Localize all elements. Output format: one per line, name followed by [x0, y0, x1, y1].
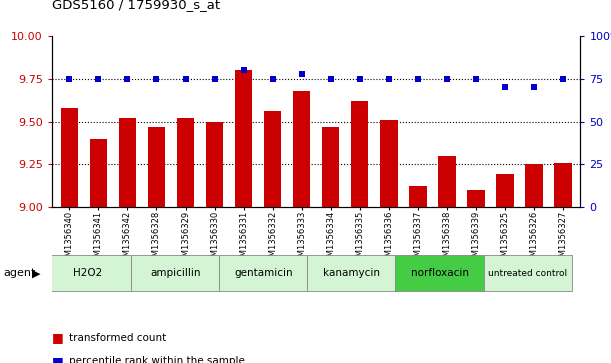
Bar: [438, 156, 456, 207]
Point: [152, 76, 161, 82]
Point: [93, 76, 103, 82]
Bar: [409, 187, 426, 207]
Bar: [496, 175, 514, 207]
Text: GDS5160 / 1759930_s_at: GDS5160 / 1759930_s_at: [52, 0, 220, 11]
Bar: [525, 164, 543, 207]
Point: [529, 85, 539, 90]
Point: [442, 76, 452, 82]
Bar: [351, 101, 368, 207]
Bar: [177, 118, 194, 207]
Text: ■: ■: [52, 355, 64, 363]
Bar: [293, 91, 310, 207]
Text: transformed count: transformed count: [69, 333, 166, 343]
Point: [413, 76, 423, 82]
Text: norfloxacin: norfloxacin: [411, 268, 469, 278]
Bar: [264, 111, 281, 207]
Text: percentile rank within the sample: percentile rank within the sample: [69, 356, 245, 363]
Text: untreated control: untreated control: [488, 269, 567, 278]
Bar: [90, 139, 107, 207]
Point: [297, 71, 307, 77]
Point: [268, 76, 277, 82]
Text: kanamycin: kanamycin: [323, 268, 380, 278]
Point: [210, 76, 219, 82]
Point: [181, 76, 191, 82]
Bar: [380, 120, 398, 207]
Bar: [235, 70, 252, 207]
Bar: [219, 255, 307, 291]
Bar: [43, 255, 131, 291]
Text: H2O2: H2O2: [73, 268, 102, 278]
Text: agent: agent: [3, 268, 35, 278]
Bar: [467, 190, 485, 207]
Point: [123, 76, 133, 82]
Point: [558, 76, 568, 82]
Bar: [119, 118, 136, 207]
Text: ▶: ▶: [32, 268, 41, 278]
Point: [239, 68, 249, 73]
Point: [384, 76, 393, 82]
Bar: [322, 127, 340, 207]
Point: [471, 76, 481, 82]
Bar: [307, 255, 395, 291]
Bar: [148, 127, 165, 207]
Bar: [395, 255, 483, 291]
Text: gentamicin: gentamicin: [234, 268, 293, 278]
Point: [500, 85, 510, 90]
Bar: [554, 163, 572, 207]
Point: [326, 76, 335, 82]
Point: [65, 76, 75, 82]
Text: ampicillin: ampicillin: [150, 268, 200, 278]
Bar: [131, 255, 219, 291]
Text: ■: ■: [52, 331, 64, 344]
Bar: [60, 108, 78, 207]
Point: [355, 76, 365, 82]
Bar: [206, 122, 223, 207]
Bar: [483, 255, 572, 291]
